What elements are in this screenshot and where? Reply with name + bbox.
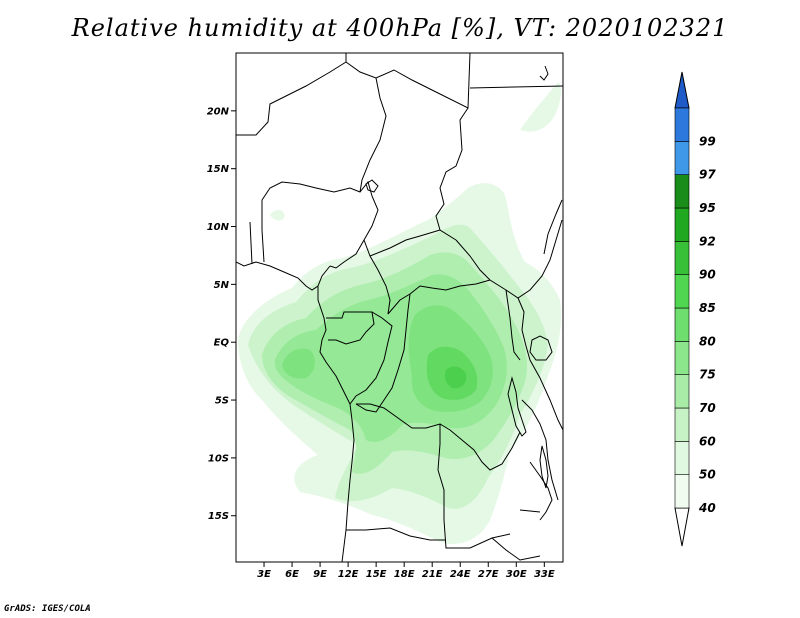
border-niger-north <box>345 53 471 109</box>
latitude-axis: 20N 15N 10N 5N EQ 5S 10S 15S <box>207 106 236 522</box>
lon-tick-label: 6E <box>285 569 299 580</box>
lat-tick-label: 15S <box>208 511 229 522</box>
border-libya-niger <box>236 53 347 136</box>
lon-tick-label: 15E <box>366 569 387 580</box>
colorbar-box <box>674 274 690 309</box>
colorbar-label: 85 <box>699 301 716 315</box>
border-zimbabwe <box>491 537 541 561</box>
border-drc-angola <box>356 403 441 471</box>
border-chad-sudan-east <box>435 107 469 241</box>
border-nigeria-cameroon <box>329 195 379 269</box>
lat-tick-label: 5S <box>215 396 229 407</box>
colorbar-label: 40 <box>698 501 716 515</box>
border-congo-drc <box>349 311 393 405</box>
colorbar-arrow-low <box>674 507 690 547</box>
lon-tick-label: 27E <box>478 569 499 580</box>
coastline-east <box>539 65 549 81</box>
lon-tick-label: 33E <box>534 569 555 580</box>
lat-tick-label: 20N <box>207 106 230 117</box>
map-frame <box>235 52 564 563</box>
humidity-contour-85 <box>444 366 467 389</box>
border-cameroon-car <box>363 239 391 315</box>
lat-tick-label: EQ <box>214 338 230 349</box>
coastline-central-africa <box>317 286 355 562</box>
lon-tick-label: 24E <box>450 569 471 580</box>
colorbar-label: 80 <box>699 334 716 348</box>
lat-tick-label: 10S <box>208 453 229 464</box>
longitude-axis: 3E 6E 9E 12E 15E 18E 21E 24E 27E 30E 33E <box>257 562 555 580</box>
border-car-chad <box>369 229 441 257</box>
colorbar-label: 90 <box>699 268 716 282</box>
colorbar-label: 97 <box>699 168 716 182</box>
border-car-drc <box>387 279 491 315</box>
lon-tick-label: 30E <box>506 569 527 580</box>
border-malawi-zambia <box>519 461 553 521</box>
chart-title: Relative humidity at 400hPa [%], VT: 202… <box>71 14 729 42</box>
colorbar-arrow-high <box>674 71 690 109</box>
colorbar-label: 95 <box>699 201 716 215</box>
border-sudan-ethiopia <box>543 199 563 255</box>
grads-credit: GrADS: IGES/COLA <box>4 604 91 614</box>
border-tanzania <box>521 399 559 501</box>
colorbar-box <box>674 307 690 342</box>
humidity-field <box>238 82 562 544</box>
lon-tick-label: 3E <box>257 569 271 580</box>
lake-tanganyika <box>507 376 527 437</box>
lake-malawi <box>539 445 549 489</box>
colorbar-box <box>674 374 690 409</box>
colorbar-box <box>674 407 690 442</box>
colorbar-box <box>674 341 690 375</box>
border-libya-chad <box>359 77 387 193</box>
lake-chad <box>365 179 379 193</box>
lat-tick-label: 15N <box>207 164 230 175</box>
border-angola-namibia <box>346 527 446 541</box>
colorbar-box <box>674 241 690 275</box>
boundary-lines <box>236 53 563 562</box>
border-benin-togo <box>249 200 265 265</box>
colorbar-label: 60 <box>699 434 716 448</box>
lon-tick-label: 12E <box>338 569 359 580</box>
lat-tick-label: 5N <box>214 280 230 291</box>
border-chad-sudan <box>469 85 563 89</box>
colorbar-box <box>674 107 690 142</box>
border-drc-east <box>355 293 411 413</box>
colorbar-label: 99 <box>699 134 716 148</box>
colorbar-label: 92 <box>699 234 716 248</box>
colorbar: 40 50 60 70 75 80 85 90 92 95 97 99 <box>674 71 716 547</box>
lake-victoria <box>529 335 553 361</box>
colorbar-label: 75 <box>699 368 716 382</box>
colorbar-label: 50 <box>699 468 716 482</box>
colorbar-box <box>674 207 690 242</box>
colorbar-box <box>674 474 690 509</box>
lon-tick-label: 21E <box>422 569 443 580</box>
colorbar-label: 70 <box>699 401 716 415</box>
humidity-contour-75-west <box>282 348 315 379</box>
colorbar-box <box>674 174 690 209</box>
border-east-africa <box>517 297 563 431</box>
border-uganda-kenya <box>505 289 521 361</box>
colorbar-box <box>674 141 690 175</box>
lat-tick-label: 10N <box>207 222 230 233</box>
humidity-contour-40-ne <box>520 82 562 132</box>
colorbar-box <box>674 441 690 475</box>
lon-tick-label: 9E <box>313 569 327 580</box>
border-gabon <box>326 311 375 345</box>
border-nigeria-north <box>261 180 373 201</box>
lon-tick-label: 18E <box>394 569 415 580</box>
humidity-contour-40-nw <box>270 209 285 221</box>
border-zambia-north <box>439 423 521 471</box>
